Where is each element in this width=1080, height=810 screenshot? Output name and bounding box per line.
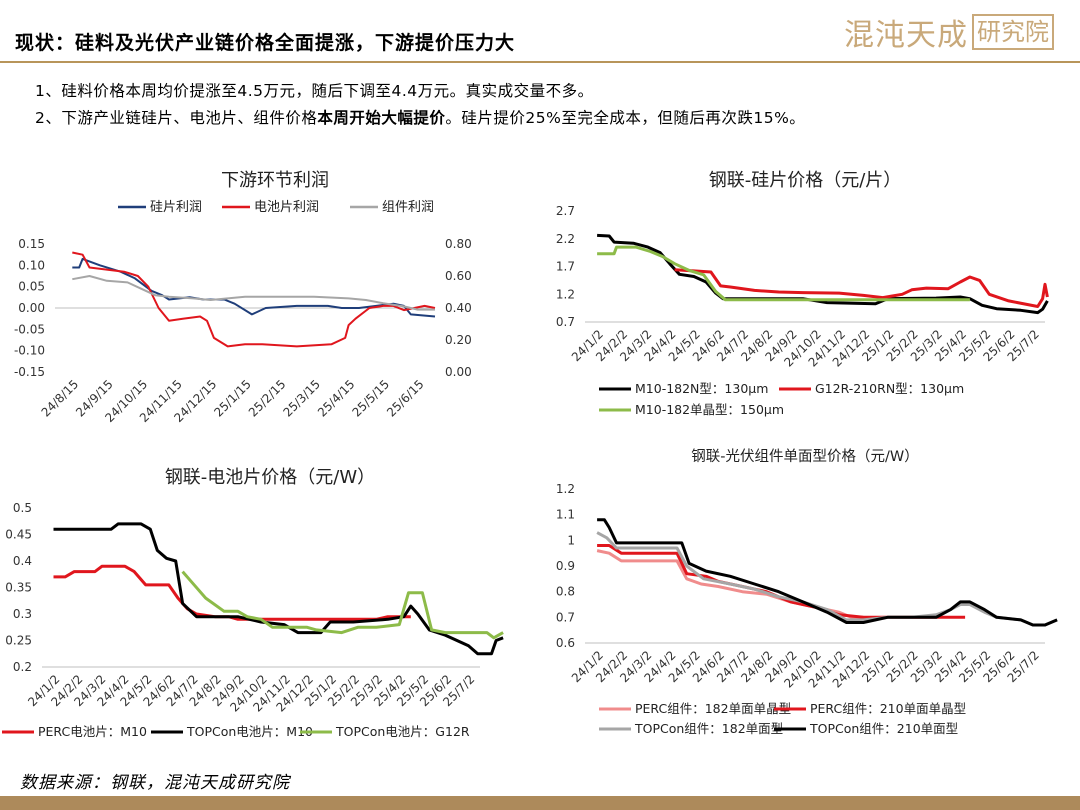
module-price-chart: 钢联-光伏组件单面型价格（元/W）1.21.110.90.80.70.624/1… (556, 448, 1058, 736)
cell-price-chart: 钢联-电池片价格（元/W）0.50.450.40.350.30.250.224/… (2, 467, 504, 739)
wafer-y-tick-label: 1.7 (556, 260, 575, 274)
wafer-y-tick-label: 0.7 (556, 315, 575, 329)
module-legend-label: TOPCon组件：182单面型 (634, 721, 783, 736)
footer-bar (0, 796, 1080, 810)
profit-x-tick-label: 25/6/15 (384, 377, 427, 420)
company-logo: 混沌天成 研究院 (844, 12, 1054, 53)
module-y-tick-label: 0.7 (556, 610, 575, 624)
bullet-2-post: 。硅片提价25%至完全成本，但随后再次跌15%。 (445, 109, 806, 127)
wafer-series-line-2 (674, 268, 1049, 308)
profit-y-tick-label: 0.15 (18, 237, 45, 251)
cell-y-tick-label: 0.45 (5, 528, 32, 542)
bullet-2: 2、下游产业链硅片、电池片、组件价格本周开始大幅提价。硅片提价25%至完全成本，… (35, 105, 805, 132)
profit-legend-label: 硅片利润 (150, 200, 202, 215)
cell-legend-label: TOPCon电池片：G12R (335, 724, 470, 739)
cell-y-tick-label: 0.25 (5, 634, 32, 648)
profit-legend-label: 电池片利润 (254, 200, 319, 215)
profit-y-tick-label: -0.10 (14, 344, 45, 358)
profit-series-line-3 (72, 275, 435, 311)
profit-y-tick-label: 0.10 (18, 258, 45, 272)
module-legend-label: PERC组件：210单面单晶型 (810, 701, 966, 716)
cell-chart-title: 钢联-电池片价格（元/W） (165, 467, 375, 488)
wafer-series-line-3 (597, 245, 970, 302)
profit-y2-tick-label: 0.20 (445, 333, 472, 347)
cell-y-tick-label: 0.2 (13, 660, 32, 674)
logo-text: 混沌天成 (844, 18, 968, 53)
wafer-legend-label: M10-182N型：130μm (635, 381, 768, 396)
wafer-price-chart: 钢联-硅片价格（元/片）2.72.21.71.20.724/1/224/2/22… (556, 170, 1049, 417)
profit-y-tick-label: -0.05 (14, 322, 45, 336)
wafer-y-tick-label: 2.7 (556, 204, 575, 218)
profit-y2-tick-label: 0.80 (445, 237, 472, 251)
profit-x-tick-label: 24/8/15 (39, 377, 82, 420)
profit-x-tick-label: 25/5/15 (350, 377, 393, 420)
profit-x-tick-label: 25/4/15 (315, 377, 358, 420)
cell-y-tick-label: 0.35 (5, 581, 32, 595)
profit-y-tick-label: 0.05 (18, 280, 45, 294)
cell-legend-label: TOPCon电池片：M10 (186, 724, 313, 739)
profit-y2-tick-label: 0.40 (445, 301, 472, 315)
header-divider (0, 61, 1080, 63)
summary-bullets: 1、硅料价格本周均价提涨至4.5万元，随后下调至4.4万元。真实成交量不多。 2… (35, 78, 805, 132)
module-series-line-4 (597, 518, 1058, 627)
page-title: 现状：硅料及光伏产业链价格全面提涨，下游提价压力大 (15, 32, 516, 54)
bullet-2-pre: 2、下游产业链硅片、电池片、组件价格 (35, 109, 318, 127)
profit-series-line-2 (72, 251, 436, 348)
profit-y-tick-label: 0.00 (18, 301, 45, 315)
module-y-tick-label: 1.2 (556, 482, 575, 496)
profit-chart-title: 下游环节利润 (221, 170, 329, 191)
profit-x-tick-label: 25/3/15 (280, 377, 323, 420)
cell-legend-label: PERC电池片：M10 (38, 724, 147, 739)
module-series-line-2 (597, 544, 966, 619)
wafer-chart-title: 钢联-硅片价格（元/片） (709, 170, 902, 191)
profit-y-tick-label: -0.15 (14, 365, 45, 379)
profit-y2-tick-label: 0.60 (445, 269, 472, 283)
module-legend-label: PERC组件：182单面单晶型 (635, 701, 791, 716)
wafer-y-tick-label: 2.2 (556, 232, 575, 246)
module-y-tick-label: 0.6 (556, 636, 575, 650)
bullet-2-bold: 本周开始大幅提价 (317, 109, 446, 127)
module-y-tick-label: 0.9 (556, 559, 575, 573)
module-chart-title: 钢联-光伏组件单面型价格（元/W） (691, 448, 918, 465)
cell-y-tick-label: 0.3 (13, 607, 32, 621)
bullet-1: 1、硅料价格本周均价提涨至4.5万元，随后下调至4.4万元。真实成交量不多。 (35, 82, 594, 100)
profit-chart: 下游环节利润 0.15 0.10 0.05 0.00 -0.05 -0.10 -0.15 0.8… (14, 170, 472, 425)
wafer-legend-label: M10-182单晶型：150μm (635, 402, 784, 417)
module-y-tick-label: 0.8 (556, 585, 575, 599)
profit-x-tick-label: 25/1/15 (211, 377, 254, 420)
module-y-tick-label: 1.1 (556, 508, 575, 522)
cell-series-line-3 (181, 570, 504, 640)
profit-y2-tick-label: 0.00 (445, 365, 472, 379)
logo-box-text: 研究院 (972, 14, 1054, 50)
module-y-tick-label: 1 (567, 533, 575, 547)
cell-y-tick-label: 0.5 (13, 501, 32, 515)
wafer-legend-label: G12R-210RN型：130μm (815, 381, 964, 396)
cell-series-line-2 (53, 522, 504, 656)
cell-y-tick-label: 0.4 (13, 554, 32, 568)
profit-legend-label: 组件利润 (382, 200, 434, 215)
profit-x-tick-label: 25/2/15 (246, 377, 289, 420)
data-source-note: 数据来源：钢联，混沌天成研究院 (20, 773, 290, 793)
wafer-y-tick-label: 1.2 (556, 287, 575, 301)
module-legend-label: TOPCon组件：210单面型 (809, 721, 958, 736)
